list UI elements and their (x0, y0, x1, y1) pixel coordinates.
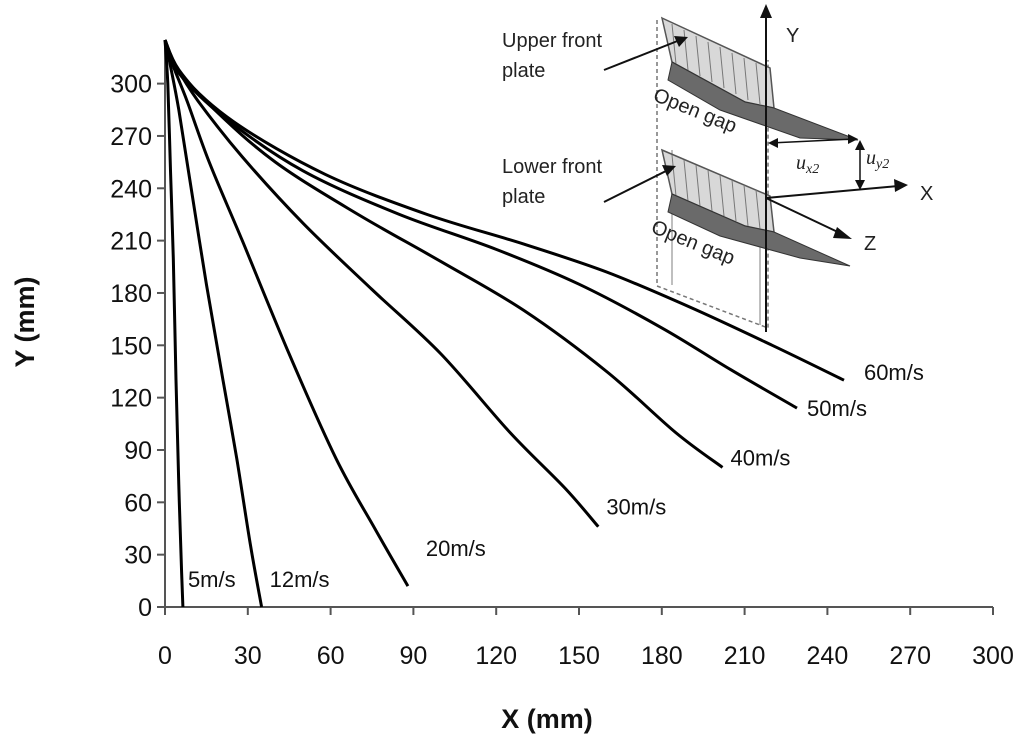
ux2-arrowhead-right (848, 134, 858, 144)
inset-x-axis (765, 185, 899, 199)
y-tick-label: 120 (110, 385, 152, 413)
x-tick-label: 0 (158, 642, 172, 670)
x-tick-label: 90 (399, 642, 427, 670)
y-tick-label: 270 (110, 123, 152, 151)
x-axis-title: X (mm) (501, 704, 593, 734)
inset-z-axis (765, 197, 843, 235)
inset-label-x: X (920, 183, 933, 205)
y-tick-label: 300 (110, 71, 152, 99)
series-line-60m-s (163, 39, 845, 382)
inset-label-ux2: ux2 (796, 152, 819, 177)
y-tick-label: 150 (110, 332, 152, 360)
inset-x-arrowhead (894, 179, 908, 192)
y-tick-label: 90 (124, 437, 152, 465)
series-label: 60m/s (864, 360, 924, 385)
ux2-sub: x2 (805, 162, 819, 177)
x-tick-label: 120 (475, 642, 517, 670)
upperLabel-line1: Upper front (502, 30, 602, 52)
inset-label-uy2: uy2 (866, 147, 889, 172)
lowerLabel-line2: plate (502, 186, 545, 208)
upper-plate-pointer-head (674, 36, 688, 47)
series-label: 50m/s (807, 396, 867, 421)
uy2-arrowhead-top (855, 140, 865, 150)
y-tick-label: 210 (110, 228, 152, 256)
upper-plate-hatching (671, 23, 761, 105)
series-line-5m-s (163, 39, 185, 608)
series-line-20m-s (163, 39, 410, 587)
y-ticks: 0 30 60 90 120 150 180 210 240 270 300 (110, 71, 165, 622)
upper-plate-pointer (603, 39, 681, 71)
y-tick-label: 240 (110, 175, 152, 203)
inset-label-z: Z (864, 233, 876, 255)
uy2-arrowhead-bottom (855, 180, 865, 190)
x-tick-label: 180 (641, 642, 683, 670)
x-tick-label: 300 (972, 642, 1014, 670)
series-label: 40m/s (731, 445, 791, 470)
y-tick-label: 60 (124, 489, 152, 517)
x-tick-label: 210 (724, 642, 766, 670)
ux2-main: u (796, 152, 806, 174)
uy2-sub: y2 (874, 157, 889, 172)
y-tick-label: 30 (124, 542, 152, 570)
x-tick-label: 150 (558, 642, 600, 670)
lower-plate-pointer (603, 169, 669, 203)
uy2-main: u (866, 147, 876, 169)
x-tick-label: 30 (234, 642, 262, 670)
series-label: 30m/s (606, 495, 666, 520)
upper-deformed-mesh (667, 61, 859, 141)
lower-plate-pointer-head (662, 165, 676, 176)
axes: 0 30 60 90 120 150 180 210 240 270 300 0 30 60 90 120 1… (110, 40, 1014, 670)
y-tick-label: 0 (138, 594, 152, 622)
lowerLabel-line1: Lower front (502, 156, 602, 178)
series-line-30m-s (163, 39, 600, 528)
series-label: 12m/s (270, 567, 330, 592)
ux2-arrow (769, 138, 855, 144)
x-tick-label: 240 (807, 642, 849, 670)
inset-z-arrowhead (833, 227, 852, 239)
y-tick-label: 180 (110, 280, 152, 308)
ux2-arrowhead-left (768, 138, 778, 148)
x-ticks: 0 30 60 90 120 150 180 210 240 270 300 (158, 607, 1014, 670)
inset-dashed-outline (656, 20, 769, 330)
inset-diagram: Upper front plate Lower front plate Open g… (502, 4, 933, 332)
inset-y-arrowhead (760, 4, 772, 18)
inset-label-y: Y (786, 25, 799, 47)
series-label: 5m/s (188, 567, 236, 592)
upperLabel-line2: plate (502, 60, 545, 82)
y-axis-title: Y (mm) (10, 276, 40, 367)
x-tick-label: 60 (317, 642, 345, 670)
x-tick-label: 270 (889, 642, 931, 670)
series-label: 20m/s (426, 536, 486, 561)
lower-plate-hatching (671, 154, 761, 230)
series-line-12m-s (163, 39, 264, 608)
series-labels: 5m/s 12m/s 20m/s 30m/s 40m/s 50m/s 60m/s (188, 360, 924, 592)
lower-deformed-mesh (667, 193, 851, 267)
curves (163, 39, 845, 608)
inset-label-upper-front-plate: Upper front plate (502, 30, 602, 82)
inset-label-lower-front-plate: Lower front plate (502, 156, 602, 208)
